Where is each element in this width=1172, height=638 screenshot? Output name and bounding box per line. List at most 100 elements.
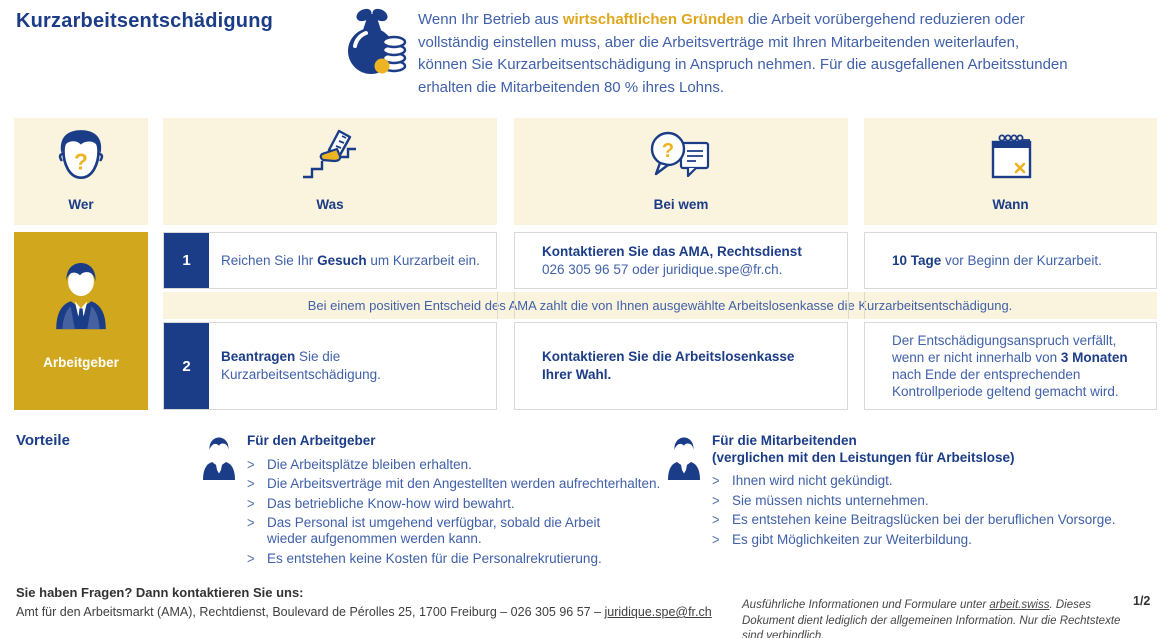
benefit-text: Das betriebliche Know-how wird bewahrt. [267,495,515,511]
footer-arbeit-swiss-link[interactable]: arbeit.swiss [989,599,1050,611]
benefit-text: Die Arbeitsplätze bleiben erhalten. [267,456,472,472]
column-label-wann: Wann [992,197,1029,212]
column-label-was: Was [316,197,344,212]
step2-wann-post: nach Ende der entsprechenden Kontrollper… [892,367,1119,399]
benefit-text: Sie müssen nichts unternehmen. [732,492,929,508]
column-label-wer: Wer [68,197,94,212]
arbeitgeber-label: Arbeitgeber [43,355,119,370]
step2-bei-wem-text: Kontaktieren Sie die Arbeitslosenkasse I… [515,348,832,384]
step-down-stairs-icon [163,124,497,189]
chevron-right-icon: > [247,494,255,512]
vorteile-employees-title: Für die Mitarbeitenden [712,433,857,448]
column-divider [497,292,498,319]
step1-wann-text: 10 Tage vor Beginn der Kurzarbeit. [865,252,1112,270]
step1-number: 1 [164,233,209,288]
benefit-text: Ihnen wird nicht gekündigt. [732,473,893,488]
decision-banner-text: Bei einem positiven Entscheid des AMA za… [307,298,1013,313]
vorteile-heading: Vorteile [16,432,70,449]
employer-person-icon [14,260,148,330]
money-bag-icon [340,6,408,78]
page-title: Kurzarbeitsentschädigung [16,10,274,32]
vorteile-employer-list: > Die Arbeitsplätze bleiben erhalten. > Di… [247,455,667,567]
intro-text-pre: Wenn Ihr Betrieb aus [418,11,563,28]
chevron-right-icon: > [247,474,255,493]
step1-wann-cell: 10 Tage vor Beginn der Kurzarbeit. [864,232,1157,289]
footer-info-post: . Dieses Dokument dient lediglich der al… [742,599,1121,638]
chevron-right-icon: > [712,491,720,509]
step2-wann-text: Der Entschädigungsanspruch verfällt, wen… [865,332,1156,400]
decision-banner: Bei einem positiven Entscheid des AMA za… [163,292,1157,319]
benefit-text: Es entstehen keine Beitragslücken bei de… [732,512,1116,527]
benefit-text: Es gibt Möglichkeiten zur Weiterbildung. [732,531,972,547]
footer-info-pre: Ausführliche Informationen und Formulare… [742,599,990,611]
svg-text:?: ? [662,140,674,162]
list-item: > Die Arbeitsverträge mit den Angestellte… [247,474,667,493]
list-item: > Es entstehen keine Kosten für die Perso… [247,549,667,567]
list-item: > Es entstehen keine Beitragslücken bei d… [712,511,1152,528]
intro-highlight: wirtschaftlichen Gründen [562,11,744,28]
step1-was-text: Reichen Sie Ihr Gesuch um Kurzarbeit ein… [209,252,488,270]
step2-was-bold: Beantragen [221,349,296,364]
step2-wann-pre: Der Entschädigungsanspruch verfällt, wen… [892,333,1117,365]
step2-number: 2 [164,323,209,409]
step1-bei-wem-text: Kontaktieren Sie das AMA, Rechtsdienst 0… [515,243,812,279]
vorteile-employees-subtitle: (verglichen mit den Leistungen für Arbei… [712,449,1015,465]
list-item: > Das betriebliche Know-how wird bewahrt. [247,494,667,512]
footer-email-link[interactable]: juridique.spe@fr.ch [604,605,712,619]
column-divider [864,292,865,319]
step1-wann-rest: vor Beginn der Kurzarbeit. [941,252,1102,268]
column-header-bei-wem: ? Bei wem [514,118,848,225]
chevron-right-icon: > [712,530,720,548]
list-item: > Es gibt Möglichkeiten zur Weiterbildung… [712,530,1152,548]
chevron-right-icon: > [247,455,255,473]
footer-address: Amt für den Arbeitsmarkt (AMA), Rechtdie… [16,605,712,619]
step1-was-bold: Gesuch [317,252,367,268]
column-header-wer: ? Wer [14,118,148,225]
step2-was-text: Beantragen Sie die Kurzarbeitsentschädig… [209,348,454,384]
step2-bei-wem-bold: Kontaktieren Sie die Arbeitslosenkasse I… [542,349,795,382]
step1-was-cell: 1 Reichen Sie Ihr Gesuch um Kurzarbeit e… [163,232,497,289]
benefit-text: Das Personal ist umgehend verfügbar, sob… [267,515,601,546]
vorteile-employees-group: Für die Mitarbeitenden (verglichen mit d… [712,433,1152,551]
step1-was-pre: Reichen Sie Ihr [221,252,318,268]
page-number: 1/2 [1133,594,1151,608]
list-item: > Sie müssen nichts unternehmen. [712,491,1152,509]
employer-person-icon [200,436,238,480]
benefit-text: Die Arbeitsverträge mit den Angestellten… [267,476,661,491]
employee-person-icon [665,436,703,480]
step1-wann-bold: 10 Tage [892,252,942,268]
step2-wann-cell: Der Entschädigungsanspruch verfällt, wen… [864,322,1157,410]
step1-bei-wem-bold: Kontaktieren Sie das AMA, Rechtsdienst [542,243,802,259]
step1-was-post: um Kurzarbeit ein. [366,252,480,268]
chevron-right-icon: > [712,471,720,490]
footer-info-note: Ausführliche Informationen und Formulare… [742,598,1134,638]
vorteile-employer-group: Für den Arbeitgeber > Die Arbeitsplätze b… [247,433,667,570]
column-divider [514,292,515,319]
column-divider [848,292,849,319]
intro-text-post: die Arbeit vorübergehend reduzieren oder… [418,11,1068,96]
list-item: > Die Arbeitsplätze bleiben erhalten. [247,455,667,473]
benefit-text: Es entstehen keine Kosten für die Person… [267,550,602,566]
intro-paragraph: Wenn Ihr Betrieb aus wirtschaftlichen Gr… [418,9,1068,99]
calendar-x-icon [864,124,1157,189]
column-header-wann: Wann [864,118,1157,225]
person-question-icon: ? [14,124,148,189]
list-item: > Ihnen wird nicht gekündigt. [712,471,1152,490]
vorteile-employees-list: > Ihnen wird nicht gekündigt. > Sie müssen… [712,471,1152,548]
chevron-right-icon: > [247,549,255,567]
step1-bei-wem-rest: 026 305 96 57 oder juridique.spe@fr.ch. [542,261,783,277]
arbeitgeber-box: Arbeitgeber [14,232,148,410]
column-header-was: Was [163,118,497,225]
footer-address-text: Amt für den Arbeitsmarkt (AMA), Rechtdie… [16,605,605,619]
step2-wann-bold: 3 Monaten [1060,350,1128,365]
chevron-right-icon: > [247,513,255,532]
list-item: > Das Personal ist umgehend verfügbar, so… [247,513,667,547]
footer-questions-heading: Sie haben Fragen? Dann kontaktieren Sie … [16,585,304,600]
step2-was-rest: Sie die Kurzarbeitsentschädigung. [221,349,381,382]
column-label-bei-wem: Bei wem [653,197,709,212]
step2-was-cell: 2 Beantragen Sie die Kurzarbeitsentschäd… [163,322,497,410]
step1-bei-wem-cell: Kontaktieren Sie das AMA, Rechtsdienst 0… [514,232,848,289]
svg-text:?: ? [74,148,88,174]
vorteile-employer-title: Für den Arbeitgeber [247,433,376,448]
